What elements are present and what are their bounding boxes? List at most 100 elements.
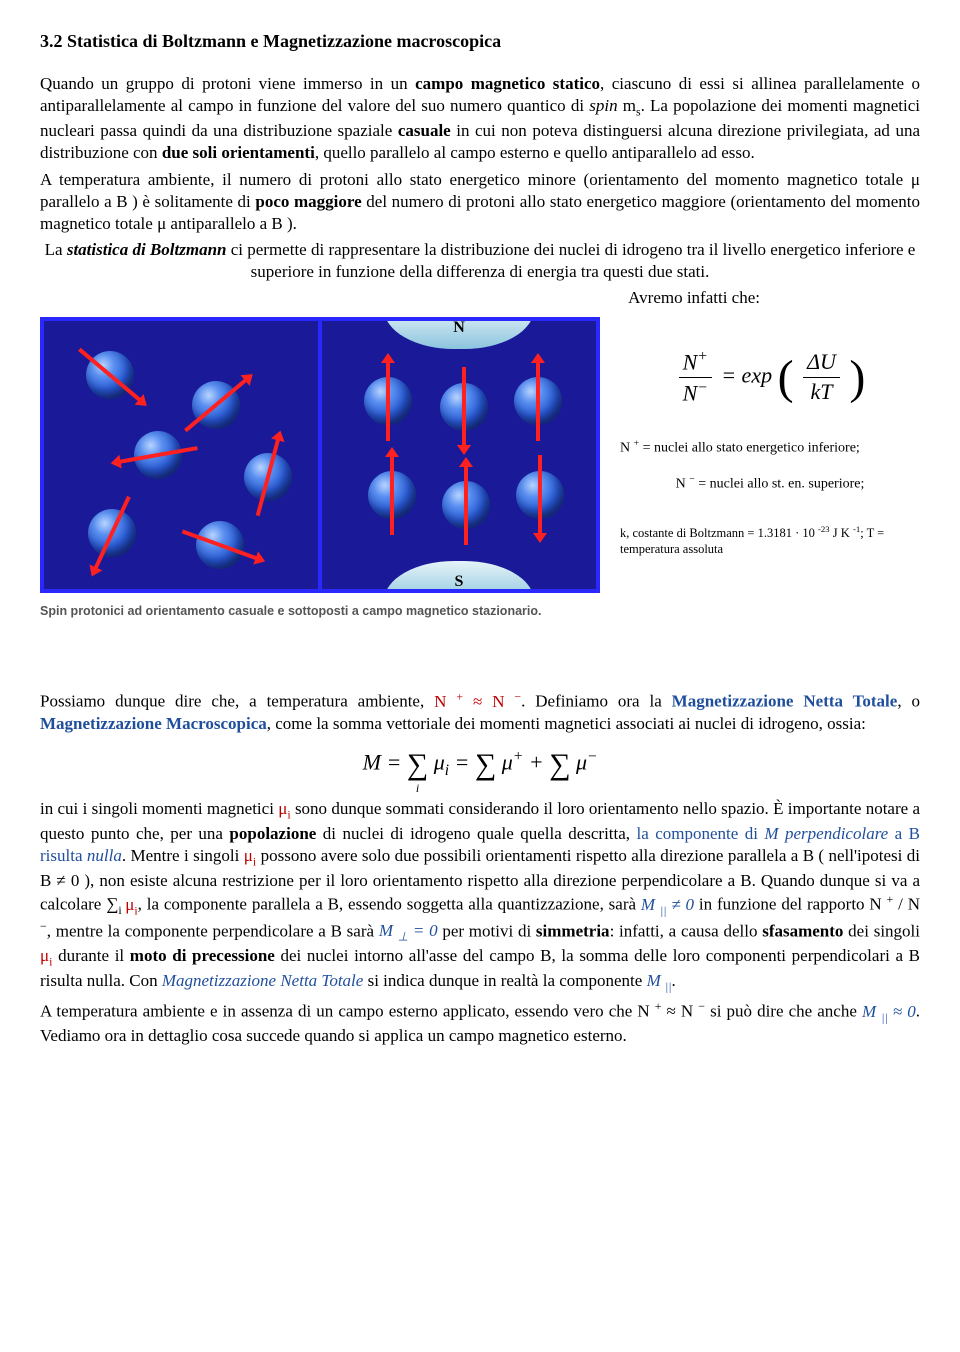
text: in cui i singoli momenti magnetici <box>40 799 278 818</box>
red-text: μi <box>278 799 290 818</box>
spin-arrow-icon <box>462 367 466 447</box>
legend-n-plus: N + = nuclei allo stato energetico infer… <box>620 438 920 458</box>
avremo-line: Avremo infatti che: <box>40 287 920 309</box>
paragraph-5: in cui i singoli momenti magnetici μi so… <box>40 798 920 995</box>
magnet-south: S <box>384 561 534 589</box>
spin-arrow-icon <box>386 361 390 441</box>
text: ≈ N <box>661 1002 698 1021</box>
blue-bold-text: Magnetizzazione Macroscopica <box>40 714 267 733</box>
text: A temperatura ambiente e in assenza di u… <box>40 1002 655 1021</box>
text: si indica dunque in realtà la componente <box>363 971 646 990</box>
text: dei singoli <box>843 921 920 940</box>
text: . Mentre i singoli <box>122 846 244 865</box>
text: = nuclei allo st. en. superiore; <box>695 476 865 491</box>
bold-text: poco maggiore <box>255 192 361 211</box>
blue-italic-text: Magnetizzazione Netta Totale <box>162 971 364 990</box>
eq-exp: = exp <box>721 363 772 388</box>
paragraph-2: A temperatura ambiente, il numero di pro… <box>40 169 920 235</box>
sum-icon: ∑i <box>407 745 428 784</box>
blue-bold-text: Magnetizzazione Netta Totale <box>672 692 898 711</box>
text: J K <box>830 526 853 540</box>
blue-italic-text: M || ≠ 0 <box>641 895 694 914</box>
red-text: μi <box>40 946 52 965</box>
eq-mu: μ <box>434 750 445 775</box>
text: in funzione del rapporto N <box>694 895 887 914</box>
sup: − <box>40 919 47 933</box>
red-text: μi <box>244 846 256 865</box>
eq-N: N <box>683 380 698 405</box>
eq-M: M <box>363 750 381 775</box>
bold-text: campo magnetico statico <box>415 74 600 93</box>
bold-italic-text: statistica di Boltzmann <box>67 240 227 259</box>
bold-text: moto di precessione <box>130 946 275 965</box>
bold-text: sfasamento <box>762 921 843 940</box>
boltzmann-equation: N+ N− = exp ( ΔU kT ) <box>620 347 920 408</box>
italic-text: spin <box>589 96 617 115</box>
sum-icon: ∑ <box>475 745 496 784</box>
sup: − <box>587 748 597 765</box>
text: m <box>618 96 636 115</box>
text: Possiamo dunque dire che, a temperatura … <box>40 692 434 711</box>
bold-text: casuale <box>398 121 451 140</box>
figure-column: N S Spin protonici ad orientamento casua… <box>40 317 600 619</box>
text: Quando un gruppo di protoni viene immers… <box>40 74 415 93</box>
text: di nuclei di idrogeno quale quella descr… <box>316 824 636 843</box>
red-text: N + ≈ N − <box>434 692 521 711</box>
panel-random-spins <box>44 321 318 589</box>
text: si può dire che anche <box>705 1002 862 1021</box>
text: k, costante di Boltzmann = 1.3181 · 10 <box>620 526 818 540</box>
paragraph-1: Quando un gruppo di protoni viene immers… <box>40 73 920 164</box>
bold-text: popolazione <box>229 824 316 843</box>
text: , quello parallelo al campo esterno e qu… <box>315 143 755 162</box>
red-text: μi <box>125 895 137 914</box>
sum-icon: ∑ <box>549 745 570 784</box>
eq-plus: + <box>529 750 549 775</box>
eq-sup-minus: − <box>697 379 707 396</box>
sup: -23 <box>818 524 830 534</box>
eq-N: N <box>683 349 698 374</box>
text: , mentre la componente perpendicolare a … <box>47 921 379 940</box>
spin-arrow-icon <box>390 455 394 535</box>
text: . <box>672 971 676 990</box>
magnet-north: N <box>384 321 534 349</box>
paren-right: ) <box>849 356 865 399</box>
legend-k: k, costante di Boltzmann = 1.3181 · 10 -… <box>620 524 920 558</box>
magnetization-equation: M = ∑i μi = ∑ μ+ + ∑ μ− <box>40 745 920 784</box>
paragraph-3: La statistica di Boltzmann ci permette d… <box>40 239 920 283</box>
paragraph-4: Possiamo dunque dire che, a temperatura … <box>40 689 920 735</box>
bold-text: simmetria <box>536 921 610 940</box>
text: N <box>620 441 634 456</box>
spin-arrow-icon <box>536 361 540 441</box>
sup: + <box>513 748 523 765</box>
spin-arrow-icon <box>464 465 468 545</box>
text: : infatti, a causa dello <box>610 921 763 940</box>
bold-text: due soli orientamenti <box>162 143 315 162</box>
figure-caption: Spin protonici ad orientamento casuale e… <box>40 603 600 619</box>
text: . Definiamo ora la <box>521 692 672 711</box>
text: N <box>676 476 690 491</box>
eq-mu: μ <box>576 750 587 775</box>
text: = nuclei allo stato energetico inferiore… <box>639 441 860 456</box>
paragraph-6: A temperatura ambiente e in assenza di u… <box>40 999 920 1048</box>
eq-dU: ΔU <box>803 348 840 378</box>
eq-eq: = <box>455 750 475 775</box>
equation-column: N+ N− = exp ( ΔU kT ) N + = nuclei allo … <box>620 317 920 557</box>
figure-row: N S Spin protonici ad orientamento casua… <box>40 317 920 619</box>
eq-sup-plus: + <box>697 348 707 365</box>
blue-italic-text: M ⊥ = 0 <box>379 921 438 940</box>
text: , come la somma vettoriale dei momenti m… <box>267 714 866 733</box>
text: / N <box>893 895 920 914</box>
paren-left: ( <box>778 356 794 399</box>
panel-aligned-spins: N S <box>322 321 596 589</box>
text: ci permette di rappresentare la distribu… <box>226 240 915 281</box>
eq-kT: kT <box>803 378 840 407</box>
text: , la componente parallela a B, essendo s… <box>138 895 641 914</box>
eq-mu: μ <box>502 750 513 775</box>
blue-italic-text: M || <box>647 971 672 990</box>
section-heading: 3.2 Statistica di Boltzmann e Magnetizza… <box>40 30 920 53</box>
text: per motivi di <box>438 921 536 940</box>
blue-italic-text: M || ≈ 0 <box>862 1002 916 1021</box>
text: durante il <box>52 946 129 965</box>
legend-n-minus: N − = nuclei allo st. en. superiore; <box>620 474 920 494</box>
spin-arrow-icon <box>538 455 542 535</box>
